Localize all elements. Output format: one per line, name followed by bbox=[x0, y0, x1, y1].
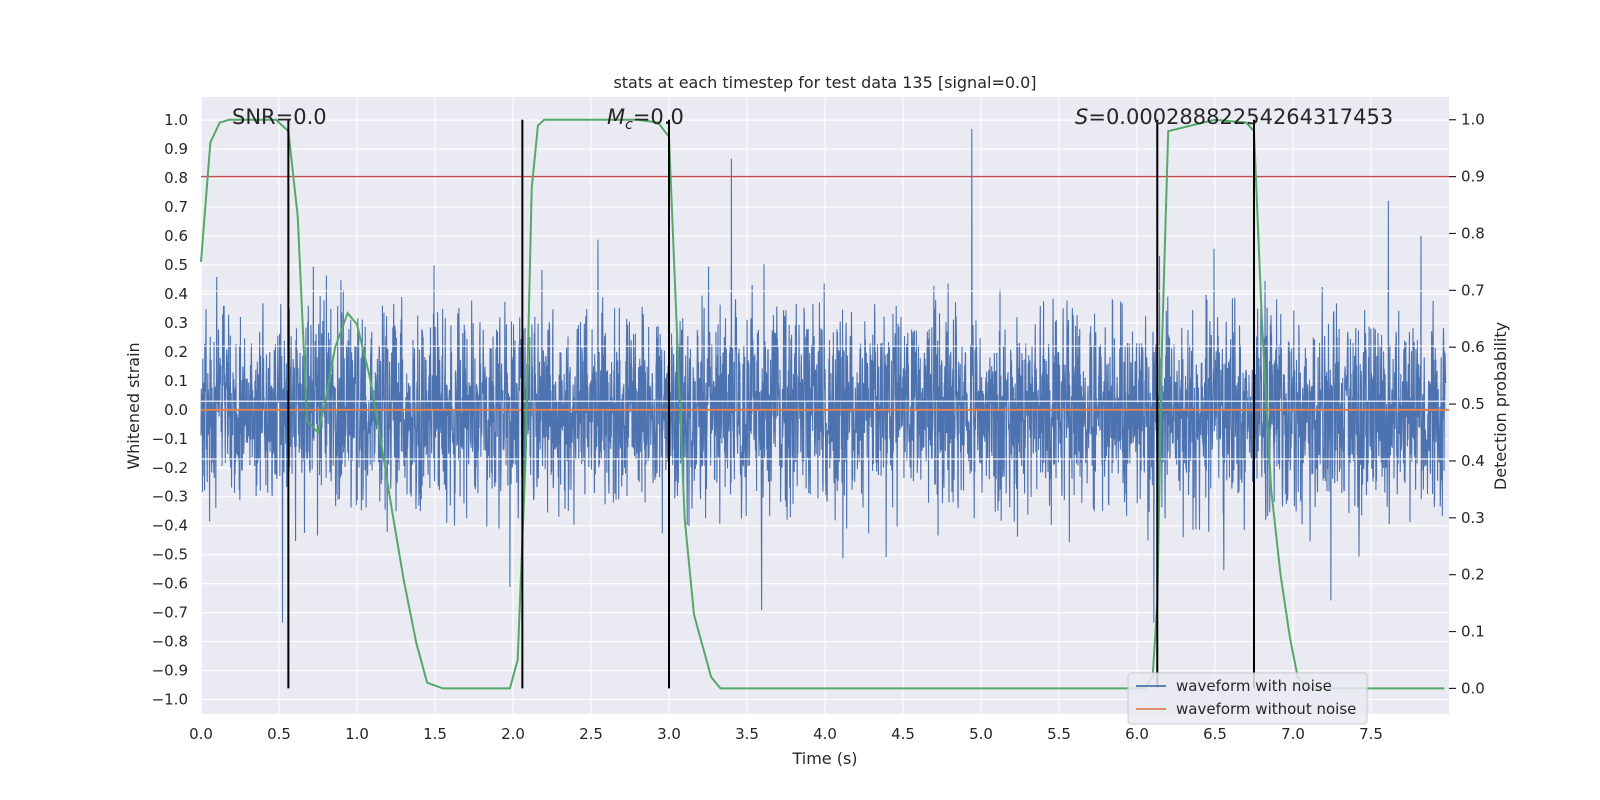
y-tick-label: −0.6 bbox=[152, 575, 188, 593]
x-tick-label: 2.0 bbox=[501, 725, 525, 743]
y-tick-label: −0.3 bbox=[152, 488, 188, 506]
x-tick-label: 1.0 bbox=[345, 725, 369, 743]
x-tick-label: 2.5 bbox=[579, 725, 603, 743]
x-tick-label: 0.0 bbox=[189, 725, 213, 743]
legend-label-noise: waveform with noise bbox=[1176, 677, 1332, 695]
legend-box bbox=[1127, 672, 1368, 725]
y-tick-label: 0.2 bbox=[164, 343, 188, 361]
y2-tick-label: 0.3 bbox=[1461, 509, 1485, 527]
y2-tick-label: 0.6 bbox=[1461, 338, 1485, 356]
y-tick-label: −0.8 bbox=[152, 633, 188, 651]
x-axis-label: Time (s) bbox=[791, 749, 857, 768]
x-tick-label: 7.0 bbox=[1281, 725, 1305, 743]
y2-tick-label: 0.7 bbox=[1461, 281, 1485, 299]
y-axis-right: 1.0 0.9 0.8 0.7 0.6 0.5 0.4 0.3 0.2 0.1 0.0 bbox=[1449, 111, 1485, 697]
event-lines bbox=[287, 119, 1255, 689]
y-axis-label: Whitened strain bbox=[124, 342, 143, 469]
y-tick-label: 0.8 bbox=[164, 169, 188, 187]
y-tick-label: 1.0 bbox=[164, 111, 188, 129]
y2-tick-label: 0.4 bbox=[1461, 452, 1485, 470]
x-tick-label: 4.0 bbox=[813, 725, 837, 743]
x-tick-label: 3.5 bbox=[735, 725, 759, 743]
y-tick-label: 0.6 bbox=[164, 227, 188, 245]
y-tick-label: 0.7 bbox=[164, 198, 188, 216]
series-detection-probability bbox=[200, 118, 1445, 690]
y-tick-label: −0.7 bbox=[152, 604, 188, 622]
y-tick-label: 0.4 bbox=[164, 285, 188, 303]
y-tick-label: 0.3 bbox=[164, 314, 188, 332]
x-tick-label: 4.5 bbox=[891, 725, 915, 743]
y2-tick-label: 1.0 bbox=[1461, 111, 1485, 129]
y2-tick-label: 0.9 bbox=[1461, 168, 1485, 186]
annotation-chirp-mass: Mc=0.0 bbox=[607, 105, 684, 133]
x-tick-label: 7.5 bbox=[1359, 725, 1383, 743]
y2-tick-label: 0.1 bbox=[1461, 623, 1485, 641]
x-tick-label: 6.0 bbox=[1125, 725, 1149, 743]
noise-waveform-line bbox=[200, 128, 1447, 623]
legend: waveform with noise waveform without noi… bbox=[1127, 672, 1368, 725]
x-tick-label: 6.5 bbox=[1203, 725, 1227, 743]
annotation-s-value: S=0.00028882254264317453 bbox=[1075, 105, 1393, 129]
y-tick-label: −0.4 bbox=[152, 517, 188, 535]
y-tick-label: −0.5 bbox=[152, 546, 188, 564]
annotation-snr: SNR=0.0 bbox=[232, 105, 327, 129]
y2-tick-label: 0.2 bbox=[1461, 566, 1485, 584]
x-tick-label: 0.5 bbox=[267, 725, 291, 743]
y-tick-label: −0.2 bbox=[152, 459, 188, 477]
y-tick-label: 0.1 bbox=[164, 372, 188, 390]
chart-title: stats at each timestep for test data 135… bbox=[613, 73, 1036, 92]
y2-tick-label: 0.0 bbox=[1461, 679, 1485, 697]
x-tick-label: 1.5 bbox=[423, 725, 447, 743]
y-tick-label: 0.5 bbox=[164, 256, 188, 274]
legend-label-clean: waveform without noise bbox=[1176, 700, 1356, 718]
y-axis-left: 1.0 0.9 0.8 0.7 0.6 0.5 0.4 0.3 0.2 0.1 0.0 −0.1 −0.… bbox=[152, 111, 188, 708]
y-tick-label: 0.9 bbox=[164, 140, 188, 158]
x-tick-label: 5.0 bbox=[969, 725, 993, 743]
y-tick-label: 0.0 bbox=[164, 401, 188, 419]
x-axis: 0.0 0.5 1.0 1.5 2.0 2.5 3.0 3.5 4.0 4.5 5.0 5.5 6.0 6… bbox=[189, 725, 1383, 743]
y2-tick-label: 0.5 bbox=[1461, 395, 1485, 413]
y2-axis-label: Detection probability bbox=[1491, 322, 1510, 490]
y-tick-label: −0.9 bbox=[152, 662, 188, 680]
probability-line bbox=[200, 118, 1445, 690]
y-tick-label: −0.1 bbox=[152, 430, 188, 448]
series-waveform-with-noise bbox=[200, 128, 1449, 623]
y2-tick-label: 0.8 bbox=[1461, 224, 1485, 242]
x-tick-label: 3.0 bbox=[657, 725, 681, 743]
y-tick-label: −1.0 bbox=[152, 691, 188, 709]
x-tick-label: 5.5 bbox=[1047, 725, 1071, 743]
